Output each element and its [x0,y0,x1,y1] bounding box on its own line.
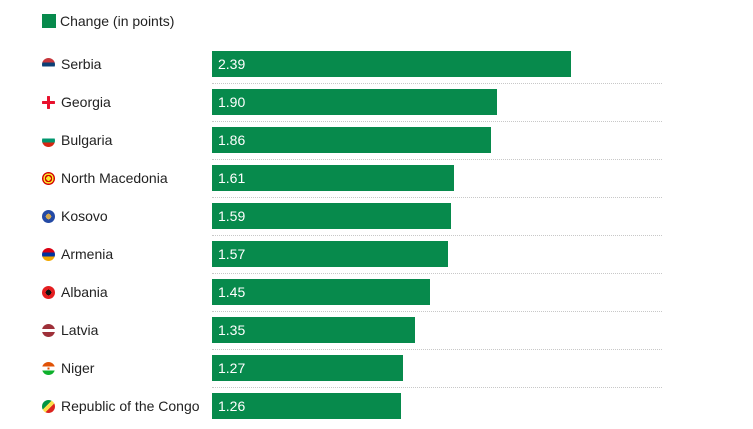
kosovo-flag-icon [42,209,55,223]
row-divider [212,235,662,236]
bar [212,89,497,115]
row-divider [212,83,662,84]
category-label: Republic of the Congo [42,393,200,419]
bar [212,51,571,77]
row-divider [212,273,662,274]
row-divider [212,197,662,198]
bar-value-label: 1.86 [218,132,246,148]
north-macedonia-flag-icon [42,171,55,185]
armenia-flag-icon [42,247,55,261]
bar-value-label: 1.57 [218,246,246,262]
bar-value-label: 1.61 [218,170,246,186]
albania-flag-icon [42,285,55,299]
category-label-text: Latvia [61,322,99,338]
bar [212,165,454,191]
category-label-text: Niger [61,360,95,376]
category-label: North Macedonia [42,165,168,191]
category-label-text: Republic of the Congo [61,398,200,414]
legend-swatch [42,14,56,28]
bar [212,279,430,305]
bar-value-label: 2.39 [218,56,246,72]
category-label: Albania [42,279,108,305]
bar [212,393,401,419]
category-label: Kosovo [42,203,108,229]
row-divider [212,159,662,160]
category-label-text: Kosovo [61,208,108,224]
row-divider [212,311,662,312]
bar [212,203,451,229]
bar [212,317,415,343]
category-label: Bulgaria [42,127,112,153]
bar-value-label: 1.45 [218,284,246,300]
bar [212,355,403,381]
category-label-text: Albania [61,284,108,300]
bar [212,241,448,267]
legend-label: Change (in points) [60,13,175,29]
row-divider [212,121,662,122]
category-label-text: Bulgaria [61,132,113,148]
niger-flag-icon [42,361,55,375]
bar-value-label: 1.90 [218,94,246,110]
bar [212,127,491,153]
bar-value-label: 1.59 [218,208,246,224]
latvia-flag-icon [42,323,55,337]
category-label-text: Serbia [61,56,102,72]
bar-value-label: 1.26 [218,398,246,414]
bar-value-label: 1.27 [218,360,246,376]
bar-value-label: 1.35 [218,322,246,338]
serbia-flag-icon [42,57,55,71]
georgia-flag-icon [42,95,55,109]
category-label: Armenia [42,241,113,267]
row-divider [212,349,662,350]
legend: Change (in points) [42,13,174,29]
category-label: Georgia [42,89,111,115]
bulgaria-flag-icon [42,133,55,147]
category-label-text: Georgia [61,94,111,110]
category-label-text: Armenia [61,246,114,262]
category-label-text: North Macedonia [61,170,168,186]
row-divider [212,387,662,388]
category-label: Latvia [42,317,98,343]
category-label: Niger [42,355,94,381]
category-label: Serbia [42,51,101,77]
republic-of-the-congo-flag-icon [42,399,55,413]
